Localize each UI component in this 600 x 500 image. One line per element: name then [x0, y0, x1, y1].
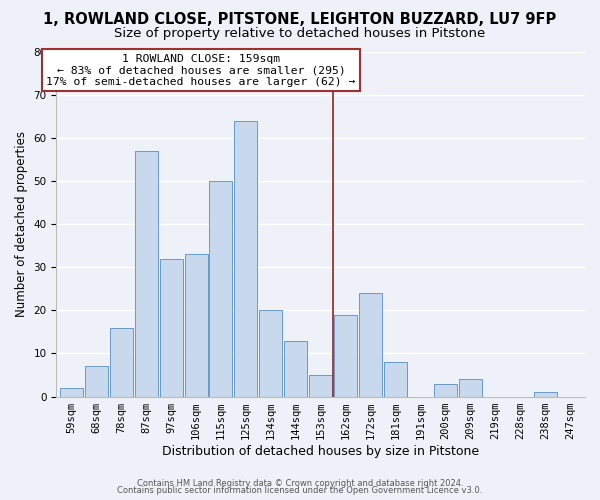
Bar [284, 340, 307, 396]
Bar [459, 380, 482, 396]
Bar [85, 366, 108, 396]
Bar [259, 310, 283, 396]
Text: 1 ROWLAND CLOSE: 159sqm
← 83% of detached houses are smaller (295)
17% of semi-d: 1 ROWLAND CLOSE: 159sqm ← 83% of detache… [46, 54, 356, 87]
Text: 1, ROWLAND CLOSE, PITSTONE, LEIGHTON BUZZARD, LU7 9FP: 1, ROWLAND CLOSE, PITSTONE, LEIGHTON BUZ… [43, 12, 557, 28]
X-axis label: Distribution of detached houses by size in Pitstone: Distribution of detached houses by size … [162, 444, 479, 458]
Text: Contains HM Land Registry data © Crown copyright and database right 2024.: Contains HM Land Registry data © Crown c… [137, 478, 463, 488]
Bar [309, 375, 332, 396]
Bar [235, 120, 257, 396]
Bar [110, 328, 133, 396]
Bar [434, 384, 457, 396]
Y-axis label: Number of detached properties: Number of detached properties [15, 131, 28, 317]
Bar [209, 181, 232, 396]
Bar [384, 362, 407, 396]
Bar [185, 254, 208, 396]
Bar [60, 388, 83, 396]
Text: Contains public sector information licensed under the Open Government Licence v3: Contains public sector information licen… [118, 486, 482, 495]
Bar [160, 258, 182, 396]
Bar [359, 293, 382, 397]
Text: Size of property relative to detached houses in Pitstone: Size of property relative to detached ho… [115, 28, 485, 40]
Bar [533, 392, 557, 396]
Bar [334, 314, 357, 396]
Bar [134, 150, 158, 396]
